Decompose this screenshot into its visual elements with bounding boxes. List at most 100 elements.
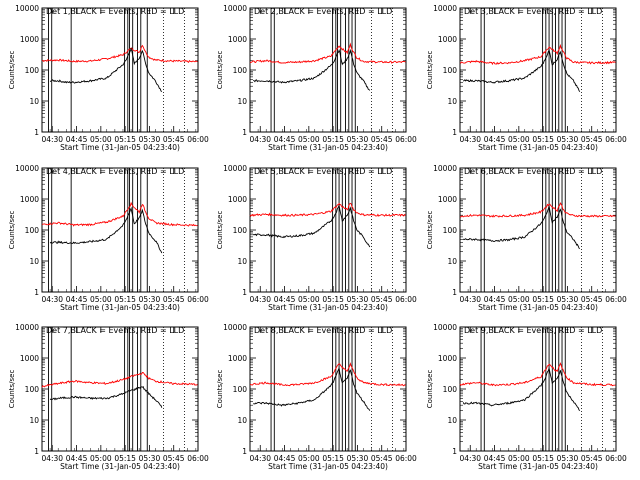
x-tick-label: 04:45 [484,295,506,304]
x-tick-label: 04:45 [274,135,296,144]
y-axis-label: Counts/sec [216,51,224,90]
y-tick-label: 1 [34,447,39,456]
y-tick-label: 1000 [228,354,247,363]
y-tick-label: 10000 [433,164,457,173]
chart-panel-7: Det 7,BLACK = Events, RED = LLD 1 10 100 100… [8,323,209,471]
y-tick-label: 10 [447,257,457,266]
series-lld-line [41,44,198,64]
series-events-line [462,205,581,250]
y-tick-label: 1000 [228,195,247,204]
chart-title: Det 7,BLACK = Events, RED = LLD [46,326,184,335]
x-tick-label: 05:45 [581,295,603,304]
y-tick-label: 1000 [20,195,39,204]
x-tick-label: 06:00 [605,454,627,463]
x-tick-label: 05:15 [114,135,136,144]
y-tick-label: 1 [34,288,39,297]
y-tick-label: 10000 [433,4,457,13]
y-tick-label: 100 [443,226,458,235]
chart-title: Det 1,BLACK = Events, RED = LLD [46,7,184,16]
series-events-line [253,366,371,411]
x-tick-label: 04:30 [41,295,63,304]
x-tick-label: 05:00 [508,135,530,144]
y-axis-label: Counts/sec [8,51,16,90]
x-tick-label: 04:30 [249,454,271,463]
x-tick-label: 06:00 [395,295,417,304]
y-tick-label: 10 [29,416,39,425]
y-tick-label: 1000 [438,354,457,363]
plot-frame [249,7,407,133]
x-tick-label: 05:00 [508,454,530,463]
x-tick-label: 05:15 [532,135,554,144]
y-tick-label: 10000 [15,164,39,173]
y-tick-label: 10 [29,257,39,266]
x-tick-label: 05:45 [163,454,185,463]
series-lld-line [249,362,406,387]
y-tick-label: 10 [237,97,247,106]
x-tick-label: 04:45 [484,454,506,463]
series-lld-line [459,43,616,66]
x-tick-label: 05:15 [322,454,344,463]
x-tick-label: 04:30 [41,135,63,144]
x-tick-label: 04:30 [41,454,63,463]
chart-title: Det 8,BLACK = Events, RED = LLD [254,326,392,335]
y-tick-label: 1000 [438,35,457,44]
x-tick-label: 05:00 [90,135,112,144]
y-tick-label: 1 [34,128,39,137]
x-tick-label: 06:00 [187,135,209,144]
y-tick-label: 10000 [15,323,39,332]
x-tick-label: 06:00 [187,454,209,463]
chart-title: Det 4,BLACK = Events, RED = LLD [46,167,184,176]
x-tick-label: 04:45 [274,454,296,463]
x-tick-label: 05:15 [114,454,136,463]
y-tick-label: 10 [447,416,457,425]
x-tick-label: 06:00 [395,135,417,144]
y-tick-label: 10000 [223,323,247,332]
x-tick-label: 04:45 [484,135,506,144]
y-tick-label: 100 [25,385,40,394]
y-tick-label: 100 [233,226,248,235]
x-tick-label: 05:45 [581,135,603,144]
chart-title: Det 2,BLACK = Events, RED = LLD [254,7,392,16]
x-axis-label: Start Time (31-Jan-05 04:23:40) [268,303,388,312]
series-events-line [49,206,163,254]
x-tick-label: 05:00 [298,454,320,463]
y-tick-label: 10 [29,97,39,106]
x-axis-label: Start Time (31-Jan-05 04:23:40) [268,143,388,152]
x-tick-label: 05:15 [532,295,554,304]
x-tick-label: 05:45 [163,295,185,304]
x-tick-label: 05:00 [90,454,112,463]
x-axis-label: Start Time (31-Jan-05 04:23:40) [478,462,598,471]
series-lld-line [459,362,616,387]
x-tick-label: 05:30 [557,135,579,144]
plot-frame [41,326,199,452]
y-tick-label: 1000 [20,354,39,363]
x-tick-label: 05:45 [371,135,393,144]
series-lld-line [41,372,198,388]
chart-panel-8: Det 8,BLACK = Events, RED = LLD 1 10 100 100… [216,323,417,471]
series-events-line [253,48,371,91]
y-tick-label: 10 [237,257,247,266]
y-tick-label: 100 [233,66,248,75]
y-tick-label: 1 [242,128,247,137]
x-tick-label: 05:30 [347,295,369,304]
x-tick-label: 05:30 [139,454,161,463]
chart-panel-2: Det 2,BLACK = Events, RED = LLD 1 10 100 100… [216,4,417,152]
x-tick-label: 04:30 [249,295,271,304]
plot-frame [41,167,199,293]
chart-panel-9: Det 9,BLACK = Events, RED = LLD 1 10 100 100… [426,323,627,471]
y-tick-label: 1 [452,128,457,137]
x-tick-label: 05:00 [90,295,112,304]
plot-frame [459,7,617,133]
series-lld-line [249,42,406,64]
x-tick-label: 05:15 [532,454,554,463]
y-tick-label: 1000 [20,35,39,44]
x-tick-label: 04:45 [66,454,88,463]
x-tick-label: 05:45 [371,454,393,463]
y-tick-label: 100 [443,66,458,75]
x-axis-label: Start Time (31-Jan-05 04:23:40) [60,462,180,471]
chart-panel-5: Det 5,BLACK = Events, RED = LLD 1 10 100 100… [216,164,417,312]
chart-panel-1: Det 1,BLACK = Events, RED = LLD 1 10 100 100… [8,4,209,152]
y-tick-label: 1 [242,288,247,297]
series-events-line [49,47,163,93]
series-events-line [462,366,581,412]
